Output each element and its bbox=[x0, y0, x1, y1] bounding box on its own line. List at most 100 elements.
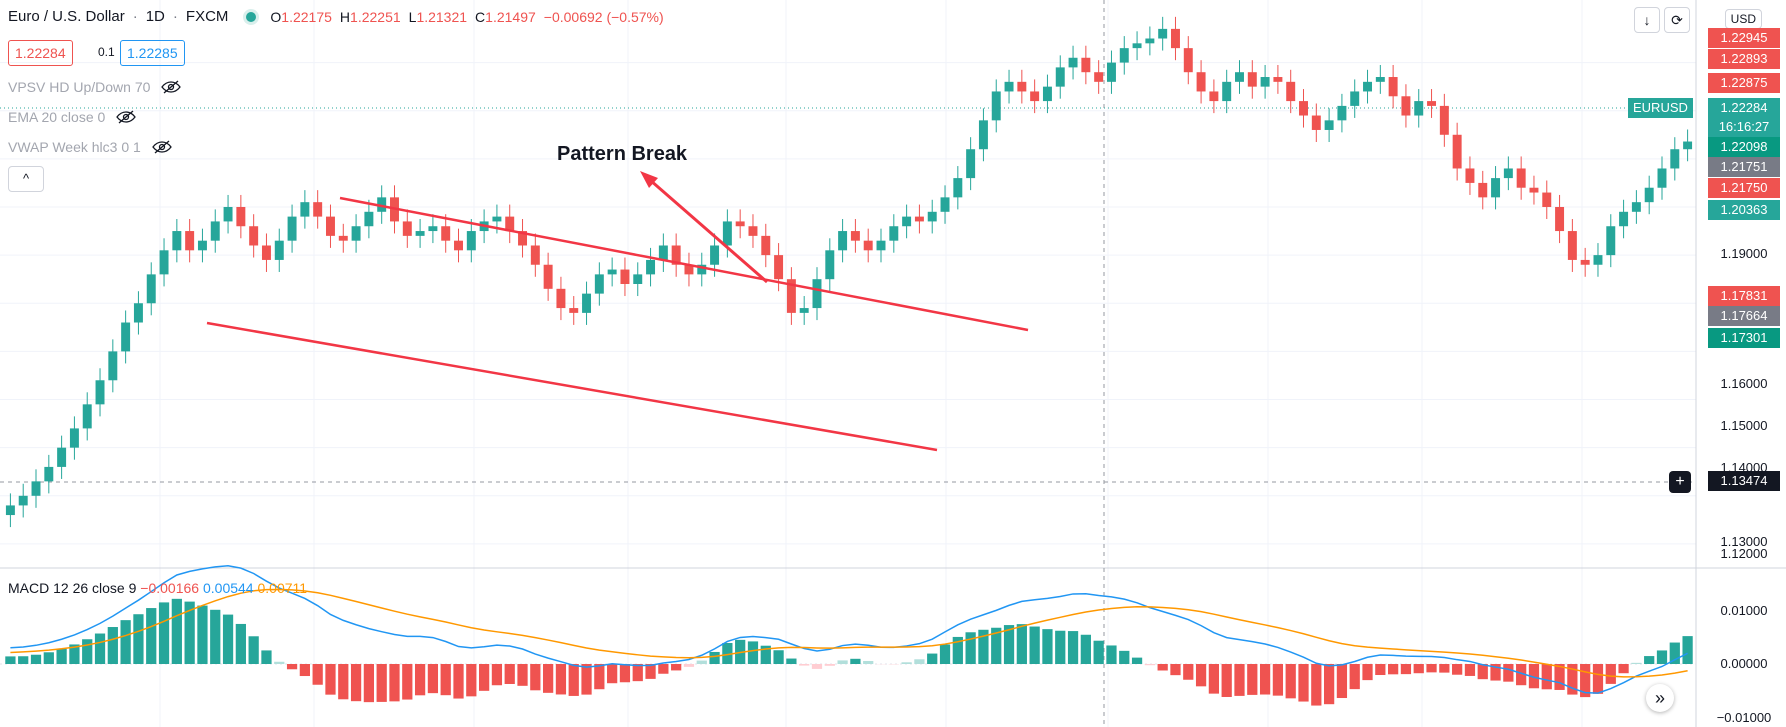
macd-histogram-bar bbox=[1503, 664, 1514, 682]
download-icon[interactable]: ↓ bbox=[1634, 7, 1660, 33]
macd-histogram-bar bbox=[427, 664, 439, 694]
candle-body bbox=[1670, 149, 1680, 169]
macd-histogram-bar bbox=[786, 658, 797, 664]
macd-histogram-bar bbox=[747, 641, 759, 664]
macd-histogram-bar bbox=[901, 662, 912, 664]
signal-line bbox=[10, 588, 1688, 678]
candle-body bbox=[415, 231, 425, 236]
macd-histogram-bar bbox=[965, 632, 976, 664]
macd-histogram-bar bbox=[1490, 664, 1501, 681]
macd-histogram-bar bbox=[1413, 664, 1424, 674]
candle-body bbox=[402, 221, 412, 236]
candle-body bbox=[197, 240, 207, 251]
macd-histogram-bar bbox=[1362, 664, 1373, 681]
macd-histogram-bar bbox=[952, 636, 963, 664]
indicator-ema[interactable]: EMA 20 close 0 bbox=[8, 109, 137, 125]
candle-body bbox=[1619, 211, 1629, 227]
candle-body bbox=[185, 231, 195, 251]
macd-histogram-bar bbox=[1336, 664, 1348, 699]
candle-body bbox=[364, 211, 374, 227]
symbol-name[interactable]: Euro / U.S. Dollar bbox=[8, 8, 125, 25]
candle-body bbox=[300, 202, 310, 217]
candle-body bbox=[466, 231, 476, 251]
candle-body bbox=[607, 269, 617, 275]
macd-histogram-bar bbox=[56, 648, 67, 664]
price-axis-badge: 1.22875 bbox=[1708, 73, 1780, 93]
price-axis-badge: 1.20363 bbox=[1708, 200, 1780, 220]
price-axis-badge: 1.17831 bbox=[1708, 286, 1780, 306]
candle-body bbox=[44, 466, 54, 482]
macd-histogram-bar bbox=[5, 656, 16, 664]
scroll-to-realtime-button[interactable]: » bbox=[1646, 684, 1674, 712]
indicator-vpsv[interactable]: VPSV HD Up/Down 70 bbox=[8, 79, 182, 95]
macd-histogram-bar bbox=[619, 664, 631, 683]
macd-histogram-bar bbox=[1093, 640, 1104, 664]
candle-body bbox=[786, 279, 796, 313]
candle-body bbox=[133, 303, 143, 323]
macd-histogram-bar bbox=[1669, 642, 1680, 664]
candle-body bbox=[1580, 259, 1590, 265]
price-axis-badge: 1.22098 bbox=[1708, 137, 1780, 157]
macd-histogram-bar bbox=[1080, 634, 1091, 664]
candle-body bbox=[1030, 91, 1040, 102]
candle-body bbox=[633, 274, 643, 284]
macd-histogram-bar bbox=[1477, 664, 1488, 680]
macd-tick-label: 0.00000 bbox=[1720, 656, 1768, 671]
candle-body bbox=[1427, 101, 1437, 106]
buy-price-button[interactable]: 1.22285 bbox=[120, 40, 185, 66]
price-axis-badge: 1.17301 bbox=[1708, 328, 1780, 348]
candle-body bbox=[927, 211, 937, 222]
macd-histogram-bar bbox=[1554, 664, 1565, 690]
macd-histogram-bar bbox=[184, 601, 195, 664]
macd-histogram-bar bbox=[1516, 664, 1527, 686]
macd-histogram-bar bbox=[1682, 636, 1693, 664]
collapse-legend-button[interactable]: ^ bbox=[8, 166, 44, 192]
macd-histogram-bar bbox=[683, 664, 695, 667]
macd-histogram-bar bbox=[1464, 664, 1476, 676]
macd-histogram-bar bbox=[1541, 664, 1552, 690]
macd-histogram-bar bbox=[312, 664, 323, 685]
price-tick-label: 1.16000 bbox=[1720, 376, 1768, 391]
candle-body bbox=[582, 293, 592, 313]
macd-histogram-bar bbox=[504, 664, 515, 684]
macd-histogram-bar bbox=[69, 644, 80, 664]
eye-off-icon[interactable] bbox=[151, 140, 173, 154]
macd-histogram-bar bbox=[1567, 664, 1578, 695]
candle-body bbox=[1299, 101, 1308, 116]
refresh-icon[interactable]: ⟳ bbox=[1664, 7, 1690, 33]
candle-body bbox=[1593, 255, 1603, 265]
price-axis-badge: 16:16:27 bbox=[1708, 117, 1780, 137]
macd-tick-label: 0.01000 bbox=[1720, 603, 1768, 618]
candle-body bbox=[1042, 86, 1052, 102]
macd-histogram-bar bbox=[274, 661, 285, 664]
macd-histogram-bar bbox=[927, 653, 938, 664]
candle-body bbox=[902, 216, 912, 227]
macd-histogram-bar bbox=[299, 664, 310, 677]
macd-histogram-bar bbox=[1144, 664, 1155, 666]
macd-histogram-bar bbox=[709, 651, 720, 664]
crosshair-plus-icon[interactable]: + bbox=[1669, 471, 1691, 493]
macd-histogram-bar bbox=[1247, 664, 1258, 695]
eye-off-icon[interactable] bbox=[160, 80, 182, 94]
eye-off-icon[interactable] bbox=[115, 110, 137, 124]
currency-button[interactable]: USD bbox=[1724, 9, 1762, 29]
candle-body bbox=[1644, 187, 1654, 203]
candle-body bbox=[1683, 141, 1693, 150]
price-axis-badge: 1.21750 bbox=[1708, 178, 1780, 198]
candle-body bbox=[1555, 206, 1565, 232]
macd-histogram-bar bbox=[1298, 664, 1309, 702]
price-tick-label: 1.13000 bbox=[1720, 534, 1768, 549]
candle-body bbox=[441, 226, 451, 241]
candle-body bbox=[1401, 96, 1411, 116]
sell-price-button[interactable]: 1.22284 bbox=[8, 40, 73, 66]
indicator-vwap[interactable]: VWAP Week hlc3 0 1 bbox=[8, 139, 173, 155]
ohlc-open: O1.22175 bbox=[270, 8, 332, 25]
price-tick-label: 1.12000 bbox=[1720, 546, 1768, 561]
macd-histogram-bar bbox=[466, 664, 477, 697]
macd-histogram-bar bbox=[197, 605, 208, 664]
interval-label[interactable]: 1D bbox=[145, 8, 165, 25]
price-axis-badge: 1.13474 bbox=[1708, 471, 1780, 491]
candle-body bbox=[1350, 91, 1360, 106]
macd-histogram-bar bbox=[658, 664, 669, 674]
